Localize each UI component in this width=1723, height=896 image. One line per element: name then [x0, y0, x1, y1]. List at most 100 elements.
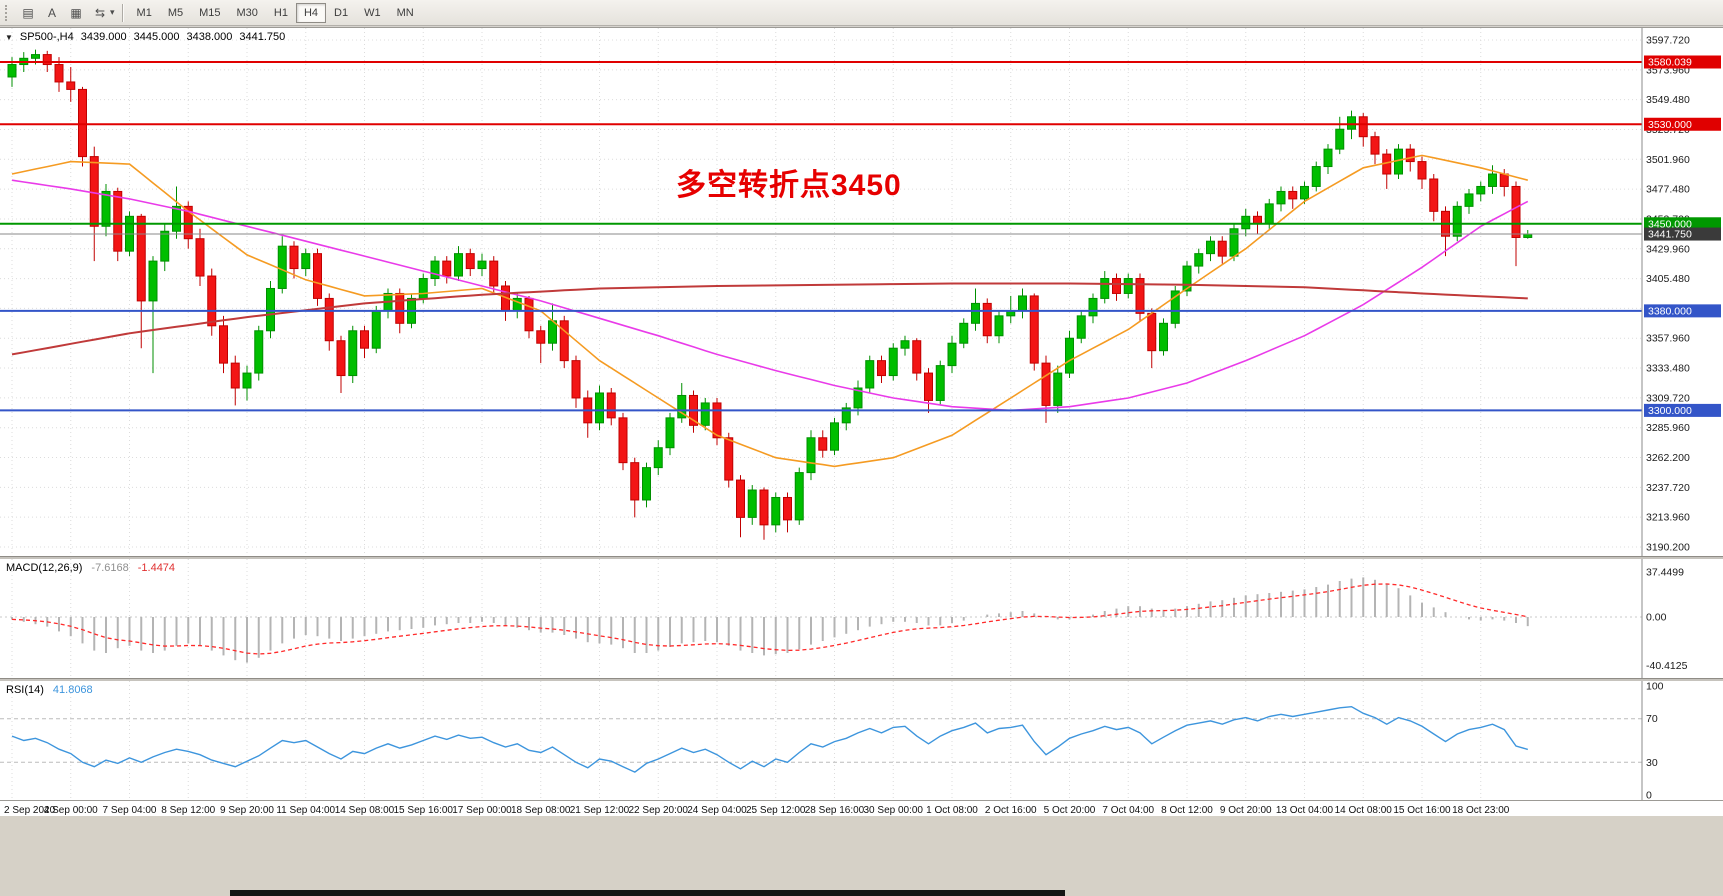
candle — [1253, 215, 1262, 225]
candle — [982, 302, 992, 337]
dropdown-caret-icon[interactable]: ▾ — [110, 7, 115, 17]
annotation-text[interactable]: 多空转折点3450 — [676, 169, 902, 202]
price-badge — [1644, 227, 1721, 241]
date-axis-label: 15 Oct 16:00 — [1393, 805, 1451, 816]
date-axis-label: 30 Sep 00:00 — [864, 805, 924, 816]
close-value: 3441.750 — [239, 31, 286, 43]
candle — [1029, 295, 1039, 364]
panel-splitter-1[interactable] — [0, 556, 1723, 559]
date-axis-label: 21 Sep 12:00 — [570, 805, 630, 816]
date-axis-label: 5 Oct 20:00 — [1044, 805, 1096, 816]
chart-objects-icon[interactable]: ▤ — [22, 5, 34, 20]
rsi-panel[interactable]: 100 70 30 0 RSI(14) 41.8068 — [0, 681, 1723, 800]
collapse-arrow-icon[interactable]: ▼ — [5, 32, 13, 42]
symbol-period-label: SP500-,H4 — [19, 31, 74, 43]
candle — [1347, 116, 1356, 130]
candle — [266, 287, 275, 332]
candle — [489, 260, 499, 287]
tf-button-m15[interactable]: M15 — [199, 6, 221, 19]
candle — [1288, 190, 1298, 200]
candle — [971, 302, 980, 324]
candle — [1123, 278, 1133, 294]
candle — [747, 489, 757, 518]
price-chart-canvas[interactable]: 3597.7203573.9603549.4803525.7203501.960… — [0, 28, 1723, 556]
candle — [42, 54, 52, 66]
tf-button-d1[interactable]: D1 — [334, 6, 349, 19]
chart-template-icon[interactable]: ▦ — [70, 5, 82, 20]
candle — [888, 347, 898, 377]
date-axis-label: 25 Sep 12:00 — [746, 805, 806, 816]
price-badge-label: 3441.750 — [1648, 229, 1692, 241]
toolbar-icon-group: ▤ A ▦ ⇆ ▾ — [16, 2, 117, 24]
tf-button-h4[interactable]: H4 — [295, 2, 327, 23]
price-badge-label: 3380.000 — [1648, 305, 1692, 317]
footer-area — [0, 816, 1723, 896]
rsi-title: RSI(14) 41.8068 — [6, 684, 93, 696]
text-label-icon[interactable]: A — [47, 5, 56, 20]
candle — [313, 253, 322, 299]
candle — [301, 253, 311, 270]
candle — [31, 54, 40, 59]
price-axis-label: 3262.200 — [1646, 452, 1690, 464]
candle — [1170, 290, 1180, 324]
candle — [841, 407, 851, 424]
date-axis-label: 18 Oct 23:00 — [1452, 805, 1510, 816]
candle — [78, 88, 87, 158]
candle — [1417, 161, 1427, 180]
candle — [959, 322, 969, 344]
price-panel[interactable]: 3597.7203573.9603549.4803525.7203501.960… — [0, 28, 1723, 556]
high-value: 3445.000 — [133, 31, 180, 43]
price-badge-label: 3580.039 — [1648, 56, 1692, 68]
panel-splitter-2[interactable] — [0, 678, 1723, 681]
candle — [1264, 203, 1274, 225]
chart-window: 3597.7203573.9603549.4803525.7203501.960… — [0, 27, 1723, 818]
cycle-symbols-icon[interactable]: ⇆ — [94, 5, 106, 20]
candle — [642, 467, 651, 501]
candle — [66, 81, 76, 90]
rsi-canvas[interactable]: 100 70 30 0 — [0, 681, 1723, 800]
date-axis-label: 17 Sep 00:00 — [452, 805, 512, 816]
candle — [630, 462, 640, 501]
macd-canvas[interactable]: 37.4499 0.00 -40.4125 — [0, 559, 1723, 678]
candle — [207, 275, 217, 327]
macd-axis-label: 0.00 — [1646, 612, 1667, 624]
candle — [1206, 240, 1215, 255]
toolbar-grip[interactable] — [5, 4, 11, 21]
date-axis-label: 18 Sep 08:00 — [511, 805, 571, 816]
timeframe-button-group: M1 M5 M15 M30 H1 H4 D1 W1 MN — [129, 2, 422, 23]
macd-value: -7.6168 — [91, 562, 129, 574]
candle — [277, 245, 287, 289]
candle — [571, 360, 581, 399]
candle — [418, 278, 428, 299]
candle — [935, 365, 945, 401]
date-axis[interactable]: 2 Sep 2020 4 Sep 00:00 7 Sep 04:00 8 Sep 12… — [0, 800, 1723, 818]
macd-title: MACD(12,26,9) -7.6168 -1.4474 — [6, 562, 175, 574]
price-axis-label: 3357.960 — [1646, 333, 1690, 345]
tf-button-m30[interactable]: M30 — [236, 6, 258, 19]
rsi-axis-label: 70 — [1646, 713, 1658, 725]
candle — [348, 330, 358, 377]
tf-button-m1[interactable]: M1 — [136, 6, 152, 19]
macd-panel[interactable]: 37.4499 0.00 -40.4125 MACD(12,26,9) -7.616… — [0, 559, 1723, 678]
candle — [195, 238, 205, 277]
tf-button-mn[interactable]: MN — [396, 6, 414, 19]
candle — [89, 156, 99, 227]
candle — [783, 496, 792, 521]
candle — [336, 340, 346, 377]
date-axis-label: 9 Oct 20:00 — [1220, 805, 1272, 816]
tf-button-w1[interactable]: W1 — [364, 6, 381, 19]
date-axis-label: 24 Sep 04:00 — [687, 805, 747, 816]
tf-button-m5[interactable]: M5 — [167, 6, 184, 19]
date-axis-label: 9 Sep 20:00 — [220, 805, 274, 816]
date-axis-label: 13 Oct 04:00 — [1276, 805, 1334, 816]
date-axis-label: 8 Sep 12:00 — [161, 805, 215, 816]
candle — [595, 392, 604, 424]
price-badge-label: 3300.000 — [1648, 405, 1692, 417]
candle — [653, 447, 663, 469]
tf-button-h1[interactable]: H1 — [273, 6, 288, 19]
price-axis-label: 3405.480 — [1646, 273, 1690, 285]
candle — [160, 230, 170, 262]
date-axis-label: 14 Oct 08:00 — [1335, 805, 1393, 816]
